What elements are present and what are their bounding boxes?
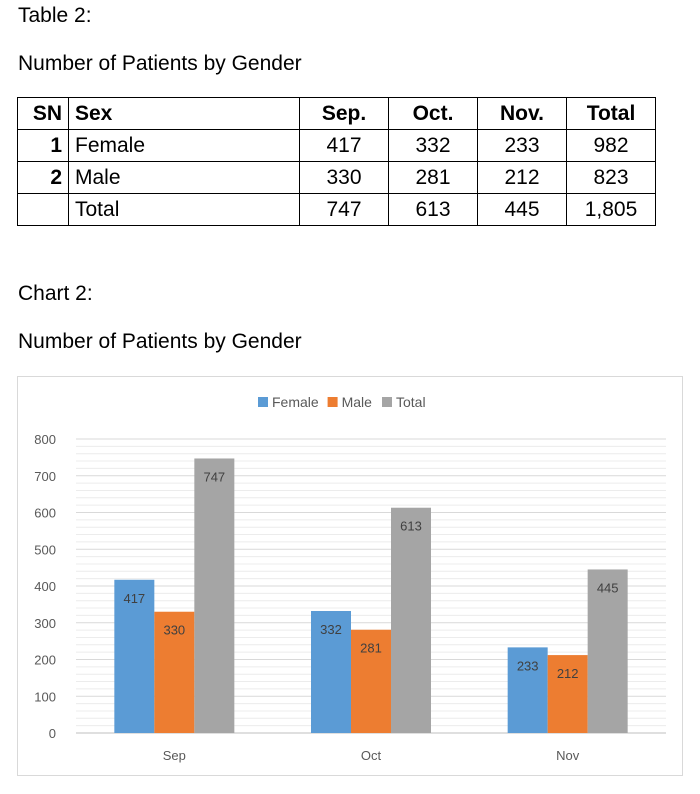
table-row: 2 Male 330 281 212 823 — [17, 161, 656, 194]
header-total: Total — [566, 97, 656, 130]
cell-nov: 212 — [477, 161, 567, 194]
data-label: 281 — [360, 641, 382, 656]
x-tick-label: Nov — [556, 748, 580, 763]
y-tick-label: 700 — [34, 469, 56, 484]
chart-label: Chart 2: — [18, 282, 93, 305]
cell-total: 982 — [566, 129, 656, 162]
header-sex: Sex — [68, 97, 300, 130]
legend-swatch-male — [327, 397, 338, 407]
y-tick-label: 600 — [34, 506, 56, 521]
cell-sex: Female — [68, 129, 300, 162]
y-tick-label: 200 — [34, 653, 56, 668]
table-row: Total 747 613 445 1,805 — [17, 193, 656, 226]
cell-sn: 1 — [17, 129, 69, 162]
cell-sn — [17, 193, 69, 226]
bar-chart: 0 100 200 300 400 500 600 700 800 417 330 747 Sep 332… — [34, 394, 666, 763]
header-sep: Sep. — [299, 97, 389, 130]
data-label: 417 — [123, 591, 145, 606]
legend-label: Female — [272, 394, 319, 410]
cell-sex: Total — [68, 193, 300, 226]
header-oct: Oct. — [388, 97, 478, 130]
bar-female — [507, 647, 548, 733]
bar-male — [547, 655, 588, 733]
cell-sex: Male — [68, 161, 300, 194]
table-title: Number of Patients by Gender — [18, 52, 302, 75]
data-label: 747 — [203, 469, 225, 484]
cell-nov: 445 — [477, 193, 567, 226]
cell-sep: 747 — [299, 193, 389, 226]
y-tick-label: 500 — [34, 542, 56, 557]
cell-sep: 417 — [299, 129, 389, 162]
cell-sn: 2 — [17, 161, 69, 194]
legend-swatch-total — [382, 397, 392, 407]
x-tick-label: Oct — [361, 748, 382, 763]
y-tick-label: 100 — [34, 689, 56, 704]
cell-nov: 233 — [477, 129, 567, 162]
bar-total — [391, 507, 431, 733]
cell-oct: 613 — [388, 193, 478, 226]
bar-female — [311, 610, 351, 733]
cell-sep: 330 — [299, 161, 389, 194]
data-label: 613 — [400, 519, 422, 534]
bar-total — [194, 458, 235, 733]
header-nov: Nov. — [477, 97, 567, 130]
header-sn: SN — [17, 97, 69, 130]
cell-oct: 281 — [388, 161, 478, 194]
y-tick-label: 800 — [34, 432, 56, 447]
y-tick-label: 400 — [34, 579, 56, 594]
bar-female — [114, 579, 155, 733]
data-label: 332 — [320, 622, 342, 637]
cell-total: 823 — [566, 161, 656, 194]
table-row: 1 Female 417 332 233 982 — [17, 129, 656, 162]
chart-title: Number of Patients by Gender — [18, 330, 302, 353]
bar-male — [351, 629, 391, 733]
cell-total: 1,805 — [566, 193, 656, 226]
chart-frame: 0 100 200 300 400 500 600 700 800 417 330 747 Sep 332… — [17, 376, 683, 776]
data-label: 330 — [163, 623, 185, 638]
legend-label: Male — [342, 394, 373, 410]
cell-oct: 332 — [388, 129, 478, 162]
bar-total — [587, 569, 628, 733]
table-label: Table 2: — [18, 4, 92, 27]
bar-male — [154, 611, 195, 733]
data-label: 445 — [597, 580, 619, 595]
patients-table: SN Sex Sep. Oct. Nov. Total 1 Female 417… — [17, 97, 656, 226]
data-label: 212 — [557, 666, 579, 681]
x-tick-label: Sep — [163, 748, 186, 763]
legend-swatch-female — [258, 397, 268, 407]
data-label: 233 — [517, 658, 539, 673]
y-tick-label: 0 — [49, 726, 56, 741]
y-tick-label: 300 — [34, 616, 56, 631]
legend-label: Total — [396, 394, 426, 410]
table-header-row: SN Sex Sep. Oct. Nov. Total — [17, 97, 656, 130]
